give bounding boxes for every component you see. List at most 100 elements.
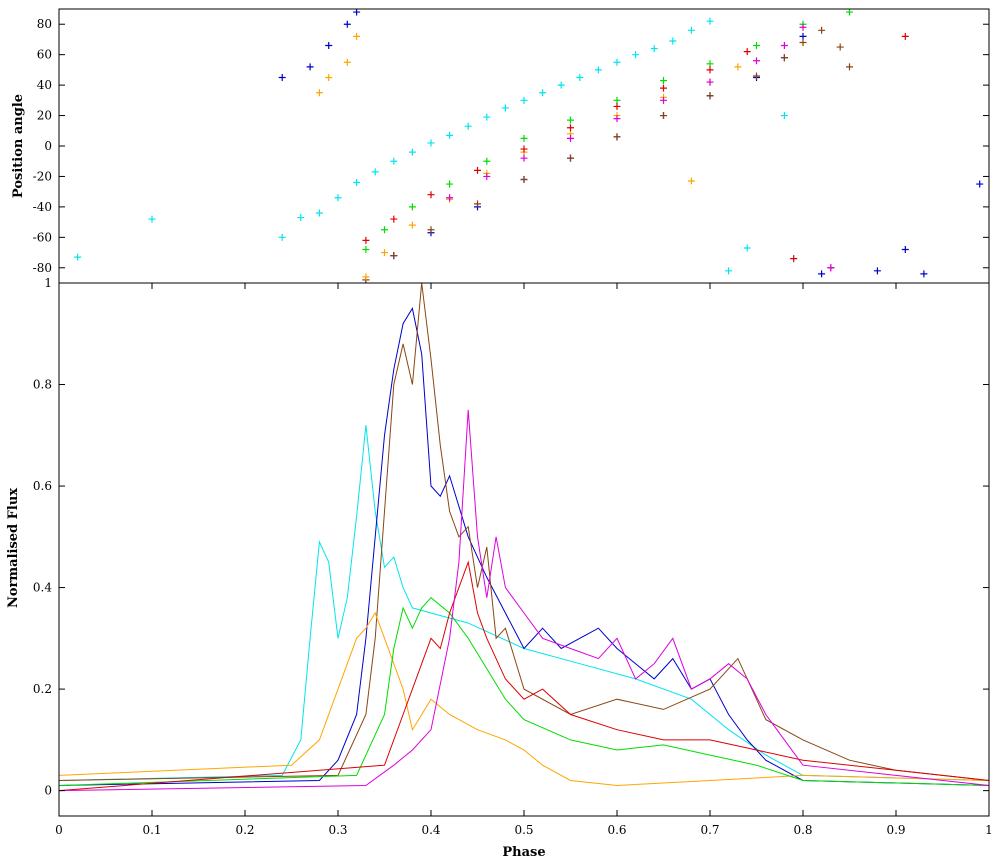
pa-point	[780, 54, 788, 62]
pa-point	[594, 66, 602, 74]
pa-point	[325, 42, 333, 50]
pa-point	[613, 102, 621, 110]
pa-point	[446, 180, 454, 188]
pa-point	[901, 246, 909, 254]
pa-point	[427, 139, 435, 147]
pa-point	[343, 20, 351, 28]
pa-point	[687, 26, 695, 34]
pa-point	[446, 131, 454, 139]
pa-point	[390, 157, 398, 165]
pa-point	[390, 252, 398, 260]
pa-point	[483, 113, 491, 121]
pa-point	[901, 32, 909, 40]
pa-point	[381, 226, 388, 234]
pa-point	[483, 157, 491, 165]
pa-point	[539, 89, 547, 97]
pa-tick-label: 80	[37, 17, 52, 31]
pa-point	[706, 92, 714, 100]
phase-tick-label: 0.2	[235, 823, 254, 837]
pa-point	[464, 122, 472, 130]
pa-point	[427, 226, 435, 234]
pa-point	[706, 78, 714, 86]
pa-point	[780, 112, 788, 120]
pa-point	[520, 134, 528, 142]
pa-point	[576, 74, 584, 81]
pa-point	[976, 180, 984, 188]
pa-point	[734, 63, 742, 71]
phase-axis-label: Phase	[502, 845, 545, 860]
pa-point	[297, 214, 305, 222]
phase-tick-label: 0.7	[700, 823, 719, 837]
pa-tick-label: 40	[37, 78, 52, 92]
pa-point	[846, 63, 853, 71]
pa-point	[799, 32, 807, 40]
pa-tick-label: 20	[37, 109, 52, 123]
pa-point	[753, 42, 760, 50]
phase-tick-label: 0.8	[793, 823, 812, 837]
pa-point	[920, 270, 928, 278]
pa-point	[818, 270, 826, 278]
pa-point	[660, 96, 667, 104]
pa-point	[408, 203, 416, 211]
pa-point	[278, 233, 286, 241]
pa-point	[650, 45, 658, 53]
pa-point	[390, 215, 398, 223]
pa-point	[74, 253, 82, 261]
flux-tick-label: 0	[44, 784, 52, 798]
pa-point	[660, 84, 667, 92]
pa-point	[753, 57, 760, 65]
pa-point	[706, 60, 714, 68]
flux-series-line	[58, 597, 990, 786]
phase-tick-label: 0.5	[514, 823, 533, 837]
pa-point	[567, 124, 574, 132]
pa-point	[613, 115, 621, 123]
flux-tick-label: 0.6	[33, 479, 52, 493]
flux-panel: 0 0.2 0.4 0.6 0.8 1 0 0.1 0.2 0.3 0.4 0.5 0.6 0.7 0.8…	[6, 276, 993, 860]
pa-point	[818, 26, 826, 34]
pa-point	[353, 32, 361, 40]
flux-frame	[58, 282, 990, 817]
pa-tick-label: -60	[33, 230, 52, 244]
pa-point	[474, 200, 481, 208]
pa-point	[353, 8, 361, 16]
flux-tick-label: 1	[44, 276, 52, 290]
pa-point	[567, 134, 574, 142]
position-angle-panel: 80 60 40 20 0 -20 -40 -60 -80 Position angle	[11, 8, 989, 284]
pa-point	[371, 168, 379, 176]
pa-point	[613, 58, 621, 66]
pa-point	[669, 37, 677, 45]
pa-tick-label: -20	[33, 169, 52, 183]
flux-y-ticks: 0 0.2 0.4 0.6 0.8 1	[33, 276, 989, 798]
pa-point	[306, 63, 314, 71]
pa-point	[567, 154, 574, 162]
phase-tick-label: 0.4	[421, 823, 440, 837]
flux-series-line	[58, 425, 990, 781]
phase-tick-label: 0.3	[328, 823, 347, 837]
pa-point	[567, 116, 574, 124]
pa-point	[408, 221, 416, 229]
pa-point	[362, 273, 370, 281]
pa-point	[743, 244, 751, 252]
pa-point	[799, 23, 807, 31]
flux-series-line	[58, 560, 990, 792]
pa-tick-label: 0	[44, 139, 52, 153]
position-angle-y-ticks: 80 60 40 20 0 -20 -40 -60 -80	[33, 17, 989, 275]
pa-point	[846, 8, 853, 16]
position-angle-points	[74, 8, 984, 284]
pa-point	[743, 48, 751, 56]
pa-point	[483, 172, 491, 180]
pa-point	[501, 104, 509, 112]
pa-point	[334, 194, 342, 202]
pa-point	[780, 42, 788, 50]
position-angle-axis-label: Position angle	[11, 94, 26, 198]
flux-tick-label: 0.2	[33, 682, 52, 696]
phase-tick-label: 1	[985, 823, 993, 837]
pa-point	[381, 249, 388, 257]
flux-series-line	[58, 409, 990, 792]
pa-point	[706, 17, 714, 25]
pa-point	[325, 74, 333, 81]
flux-series-line	[58, 282, 990, 781]
pa-point	[873, 267, 881, 275]
pa-point	[362, 246, 370, 254]
